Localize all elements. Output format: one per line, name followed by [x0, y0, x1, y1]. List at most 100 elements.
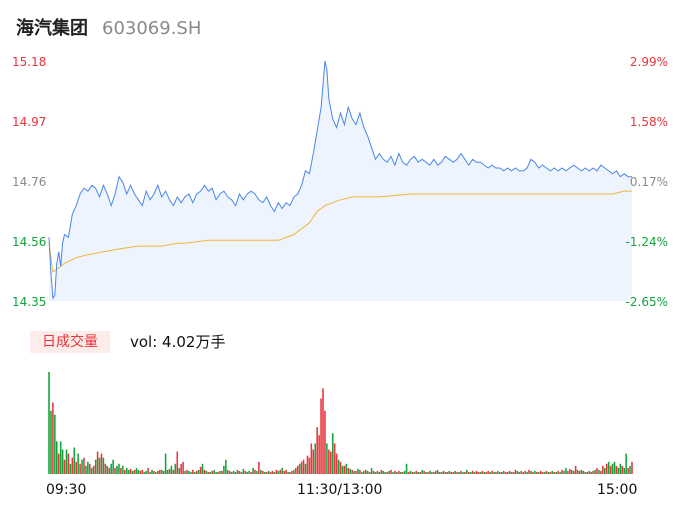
- volume-bar: [52, 402, 54, 474]
- volume-bar: [462, 472, 464, 474]
- volume-bar: [252, 467, 254, 474]
- volume-bar: [574, 465, 577, 474]
- volume-bar: [87, 461, 89, 474]
- volume-bar: [600, 470, 602, 474]
- volume-bar: [289, 472, 291, 474]
- volume-bar: [83, 457, 85, 474]
- volume-bar: [605, 463, 608, 474]
- volume-bar: [368, 472, 371, 474]
- volume-bar: [89, 463, 91, 474]
- volume-bar: [271, 470, 274, 474]
- volume-bar: [452, 472, 454, 474]
- volume-bar: [182, 461, 184, 474]
- volume-bar: [586, 472, 589, 474]
- y-tick-pct-1: 2.99%: [629, 55, 668, 69]
- volume-bar: [211, 470, 214, 474]
- volume-bar: [147, 467, 149, 474]
- volume-bar: [378, 472, 381, 474]
- volume-bars: [48, 372, 633, 474]
- volume-bar: [293, 469, 295, 474]
- volume-bar: [168, 468, 171, 474]
- volume-bar: [85, 465, 87, 474]
- volume-bar: [79, 463, 81, 474]
- volume-bar: [215, 472, 217, 474]
- volume-bar: [607, 461, 610, 474]
- volume-bar: [446, 472, 449, 474]
- volume-bar: [545, 470, 548, 474]
- volume-bar: [261, 470, 264, 474]
- volume-bar: [407, 472, 410, 474]
- y-tick-pct-4: -1.24%: [625, 235, 668, 249]
- volume-bar: [619, 463, 622, 474]
- volume-bar: [133, 469, 136, 474]
- volume-bar: [602, 465, 604, 474]
- volume-bar: [172, 469, 175, 474]
- volume-bar: [473, 472, 476, 474]
- volume-bar: [57, 453, 60, 474]
- volume-bar: [291, 470, 293, 474]
- volume-bar: [316, 427, 318, 474]
- volume-bar: [588, 470, 591, 474]
- volume-bar: [413, 472, 416, 474]
- volume-bar: [421, 469, 423, 474]
- volume-bar: [487, 470, 489, 474]
- volume-bar: [122, 465, 124, 474]
- volume-bar: [170, 465, 173, 474]
- volume-bar: [258, 461, 260, 474]
- volume-bar: [193, 472, 196, 474]
- volume-bar: [398, 470, 400, 474]
- volume-bar: [92, 465, 95, 474]
- volume-bar: [269, 472, 272, 474]
- y-tick-price-5: 14.35: [12, 295, 47, 309]
- volume-bar: [396, 472, 398, 474]
- volume-bar: [561, 469, 563, 474]
- volume-bar: [217, 472, 219, 474]
- volume-bar: [569, 468, 571, 474]
- volume-bar: [364, 469, 367, 474]
- volume-bar: [409, 470, 412, 474]
- volume-bar: [384, 472, 386, 474]
- volume-bar: [149, 472, 151, 474]
- volume-bar: [234, 472, 237, 474]
- volume-bar: [205, 470, 208, 474]
- volume-bar: [250, 472, 252, 474]
- volume-bar: [444, 472, 447, 474]
- volume-bar: [366, 470, 369, 474]
- volume-bar: [570, 469, 573, 474]
- volume-bar: [159, 469, 161, 474]
- volume-bar: [433, 472, 435, 474]
- volume-bar: [312, 449, 315, 474]
- volume-bar: [536, 472, 538, 474]
- volume-bar: [225, 459, 227, 474]
- volume-bar: [192, 469, 194, 474]
- volume-bar: [112, 459, 114, 474]
- price-line: [48, 60, 632, 300]
- stock-name: 海汽集团: [16, 18, 88, 39]
- volume-bar: [359, 469, 361, 474]
- stock-title: 海汽集团 603069.SH: [16, 14, 201, 39]
- volume-bar: [547, 472, 550, 474]
- volume-bar: [228, 470, 231, 474]
- volume-bar: [394, 470, 396, 474]
- volume-bar: [563, 470, 565, 474]
- x-tick-midday: 11:30/13:00: [297, 482, 383, 498]
- volume-bar: [497, 470, 499, 474]
- volume-bar: [598, 469, 600, 474]
- volume-bar: [244, 470, 247, 474]
- volume-bar: [151, 469, 153, 474]
- volume-bar: [61, 449, 64, 474]
- volume-bar: [184, 470, 186, 474]
- volume-bar: [90, 467, 93, 474]
- volume-bar: [102, 457, 105, 474]
- volume-bar: [75, 461, 77, 474]
- volume-bar: [219, 470, 221, 474]
- volume-bar: [56, 441, 58, 474]
- volume-bar: [118, 463, 120, 474]
- volume-bar: [543, 472, 546, 474]
- volume-bar: [318, 435, 320, 474]
- volume-bar: [98, 457, 101, 474]
- volume-bar: [565, 467, 567, 474]
- volume-bar: [48, 372, 50, 474]
- y-tick-pct-5: -2.65%: [625, 295, 668, 309]
- volume-bar: [71, 457, 74, 474]
